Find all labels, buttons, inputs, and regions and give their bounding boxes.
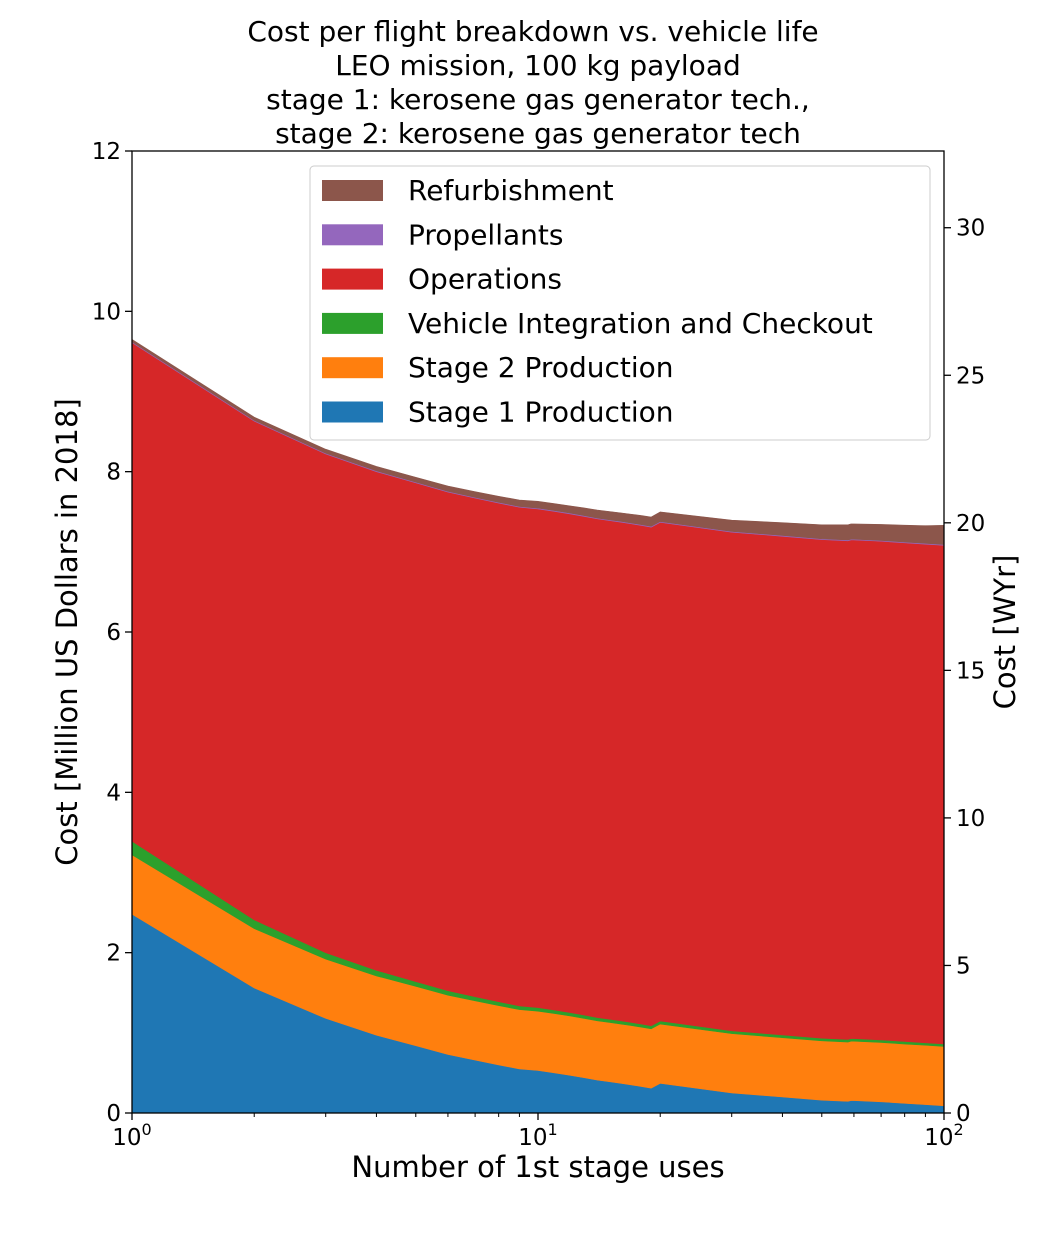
y-right-tick-label: 15 (956, 658, 985, 684)
chart-title-line: LEO mission, 100 kg payload (335, 49, 741, 82)
legend-label: Refurbishment (408, 174, 614, 207)
y-tick-label: 6 (106, 620, 121, 646)
x-tick-label: 102 (924, 1120, 963, 1151)
legend-label: Stage 2 Production (408, 351, 674, 384)
y-tick-label: 12 (92, 139, 121, 165)
y-axis-right: 0 5 10 15 20 25 30 (944, 216, 985, 1127)
chart-title-line: Cost per flight breakdown vs. vehicle li… (247, 15, 818, 48)
y-tick-label: 4 (106, 780, 121, 806)
legend-swatch (322, 357, 383, 379)
x-axis: 100 101 102 (112, 1113, 964, 1151)
x-tick-label: 100 (112, 1120, 151, 1151)
y-tick-label: 2 (106, 941, 121, 967)
legend-swatch (322, 312, 383, 334)
legend-swatch (322, 268, 383, 290)
y-axis-left: 0 2 4 6 8 10 12 (92, 139, 132, 1127)
y-right-tick-label: 25 (956, 363, 985, 389)
legend-label: Vehicle Integration and Checkout (408, 307, 873, 340)
y-tick-label: 8 (106, 460, 121, 486)
legend: Refurbishment Propellants Operations Vehicl… (309, 165, 931, 441)
y-axis-label-left: Cost [Million US Dollars in 2018] (50, 398, 84, 865)
y-right-tick-label: 0 (956, 1101, 971, 1127)
legend-swatch (322, 224, 383, 246)
legend-swatch (322, 180, 383, 201)
chart-title-line: stage 2: kerosene gas generator tech (275, 117, 801, 150)
x-tick-label: 101 (518, 1120, 557, 1151)
y-axis-label-right: Cost [WYr] (988, 555, 1022, 710)
legend-swatch (322, 401, 383, 423)
y-right-tick-label: 5 (956, 953, 971, 979)
chart-title: Cost per flight breakdown vs. vehicle li… (247, 15, 818, 150)
y-right-tick-label: 20 (956, 511, 985, 537)
x-axis-label: Number of 1st stage uses (351, 1150, 724, 1184)
legend-box (309, 165, 931, 441)
legend-label: Stage 1 Production (408, 396, 674, 429)
legend-label: Operations (408, 263, 562, 296)
plot-areas (131, 338, 945, 1114)
y-tick-label: 10 (92, 299, 121, 325)
legend-label: Propellants (408, 218, 563, 251)
y-right-tick-label: 10 (956, 806, 985, 832)
y-right-tick-label: 30 (956, 216, 985, 242)
y-tick-label: 0 (106, 1101, 121, 1127)
chart-title-line: stage 1: kerosene gas generator tech., (266, 83, 810, 116)
